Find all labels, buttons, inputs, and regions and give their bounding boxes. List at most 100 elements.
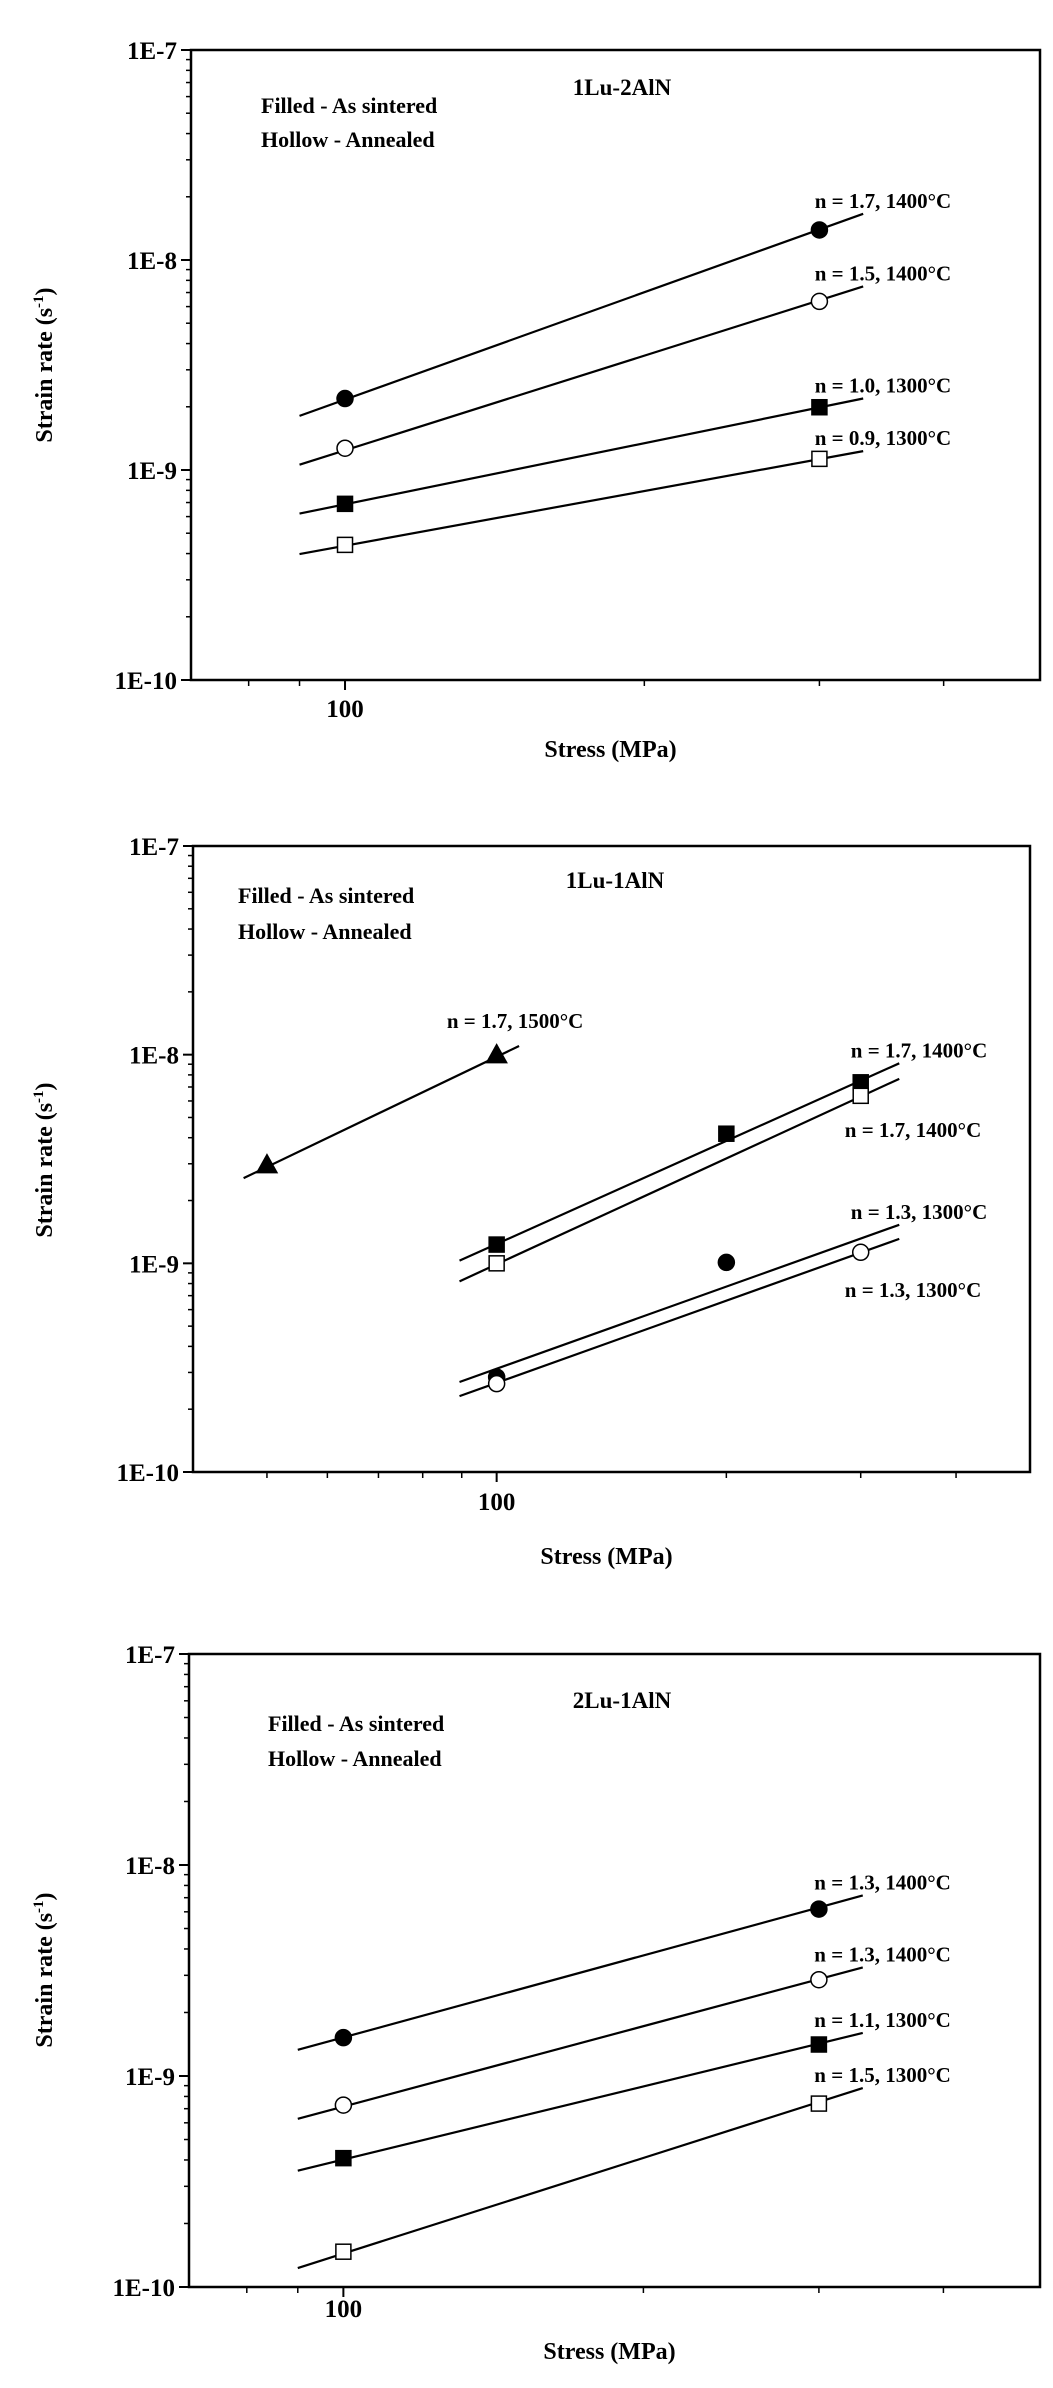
data-point-circle [717,1253,736,1272]
data-point-circle [336,389,354,408]
series-annotation: n = 1.3, 1400°C [814,1942,950,1966]
fit-line [299,450,864,556]
series-annotation: n = 1.1, 1300°C [814,2008,950,2032]
fit-line [297,1966,864,2120]
fit-line [299,285,864,466]
y-tick-label: 1E-9 [129,1251,179,1278]
series-filled-square: n = 1.1, 1300°C [297,2008,951,2172]
y-tick-label: 1E-8 [125,1853,175,1880]
chart-panel-2: 1E-7 1E-8 1E-9 1E-10 100 Stress (MPa) Strain r… [31,834,1032,1570]
plot-frame [189,48,1042,682]
series-annotation: n = 1.5, 1300°C [814,2063,950,2087]
fit-line [459,1077,900,1283]
chart-title: 1Lu-1AlN [566,868,665,893]
chart-title: 1Lu-2AlN [573,75,672,100]
y-axis-label-sup: -1 [31,295,47,308]
series-annotation: n = 1.3, 1300°C [845,1278,981,1302]
chart-panel-3: 1E-7 1E-8 1E-9 1E-10 100 Stress (MPa) Strain r… [31,1642,1042,2365]
x-tick-label: 100 [325,2296,363,2323]
y-tick-label: 1E-8 [129,1043,179,1070]
series-annotation: n = 1.7, 1400°C [851,1038,987,1062]
y-axis-label: Strain rate (s-1) [31,1082,58,1237]
data-point-circle [810,292,829,311]
data-point-square [810,2036,828,2053]
fit-line [299,212,864,417]
data-point-square [335,2243,352,2260]
y-axis-label-end: ) [32,287,58,295]
data-point-circle [810,1970,828,1989]
series-hollow-square: n = 1.7, 1400°C [459,1077,981,1283]
data-point-square [488,1236,505,1253]
y-tick-label: 1E-8 [127,248,177,275]
x-axis-label: Stress (MPa) [544,737,676,763]
y-tick-label: 1E-10 [117,1460,180,1487]
legend-note-line: Hollow - Annealed [261,127,435,152]
series-hollow-circle: n = 1.3, 1400°C [297,1942,951,2120]
y-axis-label-end: ) [32,1892,58,1900]
y-tick-label: 1E-9 [125,2064,175,2091]
data-point-square [810,2095,828,2112]
data-point-triangle [485,1043,508,1064]
data-point-square [336,495,354,513]
fit-line [299,397,864,515]
data-point-triangle [255,1153,279,1174]
y-tick-label: 1E-7 [127,38,177,65]
series-annotation: n = 0.9, 1300°C [815,426,951,450]
plot-frame [191,844,1032,1474]
series-annotation: n = 1.3, 1400°C [814,1870,950,1894]
series-annotation: n = 1.7, 1400°C [815,189,951,213]
data-point-square [811,450,828,468]
y-axis-label-main: Strain rate (s [32,1913,58,2048]
series-annotation: n = 1.3, 1300°C [851,1200,987,1224]
data-point-square [718,1125,735,1142]
y-tick-label: 1E-7 [125,1642,175,1669]
y-axis-label-main: Strain rate (s [32,308,58,443]
data-point-circle [810,1900,828,1918]
x-tick-label: 100 [326,696,364,723]
data-point-square [336,536,354,554]
data-point-circle [851,1243,870,1262]
series-filled-circle: n = 1.7, 1400°C [299,189,951,417]
y-axis-label: Strain rate (s-1) [31,1892,58,2047]
series-filled-triangle: n = 1.7, 1500°C [243,1009,583,1180]
data-point-square [811,398,828,416]
y-axis-label-end: ) [32,1082,58,1090]
y-axis-label-main: Strain rate (s [32,1103,58,1238]
data-point-circle [336,439,354,457]
data-point-square [852,1087,869,1105]
fit-line [297,2031,864,2172]
x-axis-label: Stress (MPa) [540,1544,672,1570]
y-axis-label-sup: -1 [31,1090,47,1103]
data-point-circle [810,221,829,239]
fit-line [459,1237,900,1398]
series-hollow-circle: n = 1.3, 1300°C [459,1237,981,1398]
legend-note-line: Filled - As sintered [238,883,414,908]
data-point-circle [334,2028,353,2047]
data-point-circle [334,2096,353,2114]
fit-line [459,1223,900,1384]
data-point-square [335,2149,352,2167]
series-annotation: n = 1.7, 1400°C [845,1118,981,1142]
fit-line [459,1062,900,1262]
y-axis-label: Strain rate (s-1) [31,287,58,442]
series-hollow-circle: n = 1.5, 1400°C [299,261,951,466]
x-tick-label: 100 [478,1489,516,1516]
fit-line [297,2086,864,2270]
chart-title: 2Lu-1AlN [573,1688,672,1713]
y-axis-label-sup: -1 [31,1900,47,1913]
legend-note-line: Filled - As sintered [261,93,437,118]
y-tick-label: 1E-7 [129,834,179,861]
series-hollow-square: n = 1.5, 1300°C [297,2063,951,2270]
y-tick-label: 1E-10 [115,668,178,695]
y-tick-label: 1E-10 [113,2275,176,2302]
legend-note-line: Hollow - Annealed [238,919,412,944]
chart-panel-1: 1E-7 1E-8 1E-9 1E-10 100 Stress (MPa) Strain r… [31,38,1042,763]
series-annotation: n = 1.5, 1400°C [815,261,951,285]
series-filled-square: n = 1.0, 1300°C [299,374,951,515]
series-annotation: n = 1.7, 1500°C [447,1009,583,1033]
fit-line [297,1894,864,2051]
y-tick-label: 1E-9 [127,458,177,485]
series-filled-circle: n = 1.3, 1400°C [297,1870,951,2051]
data-point-circle [487,1374,506,1393]
